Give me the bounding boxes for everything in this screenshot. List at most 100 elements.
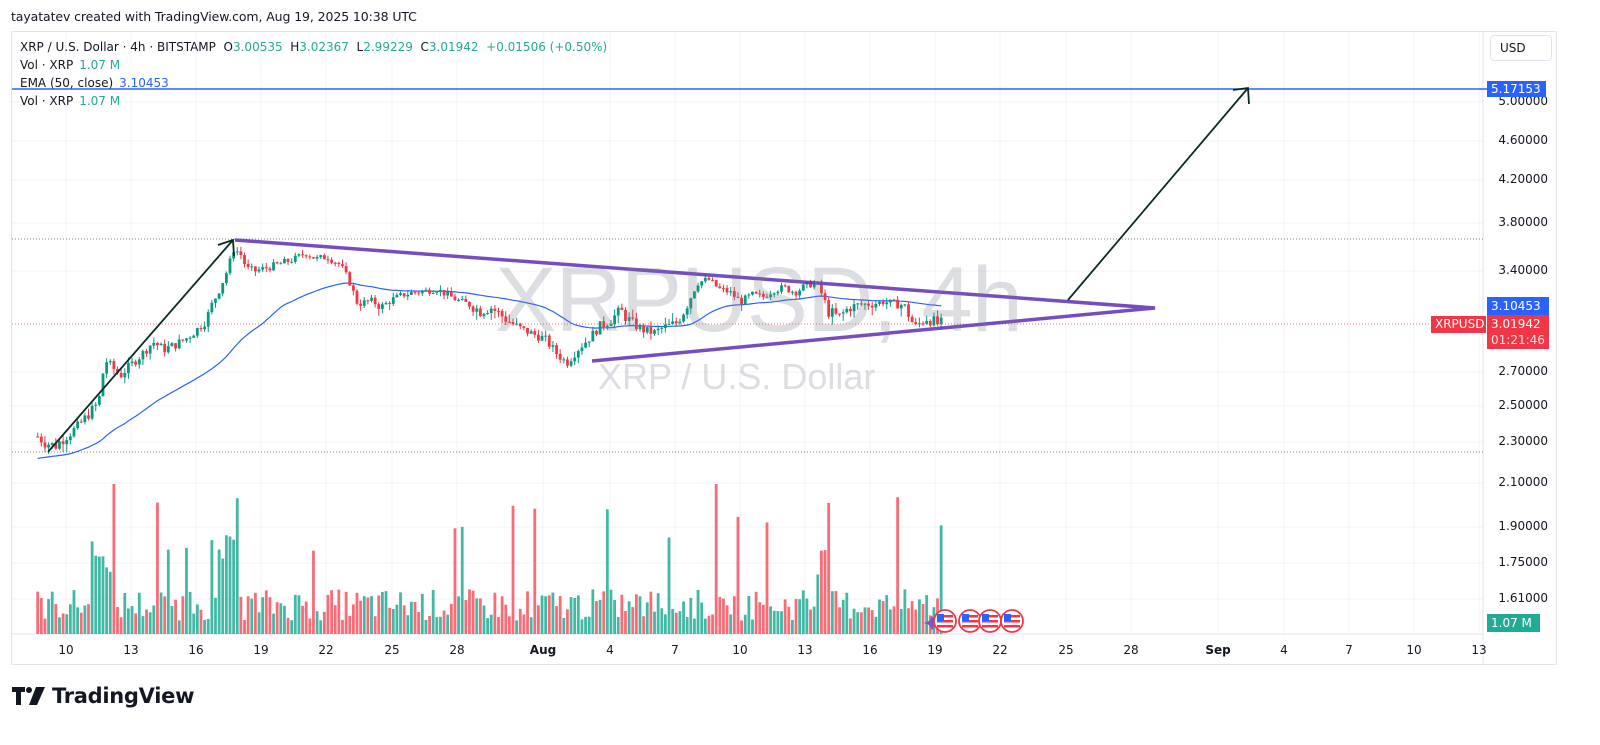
candle-body bbox=[373, 297, 377, 305]
volume-label-2: Vol · XRP bbox=[20, 94, 74, 108]
price-tick-label: 1.61000 bbox=[1498, 591, 1548, 605]
candle-body bbox=[137, 359, 141, 365]
time-tick-label: 10 bbox=[58, 643, 74, 657]
candle-body bbox=[235, 251, 239, 253]
volume-bar bbox=[660, 608, 664, 634]
time-tick-label: 10 bbox=[1406, 643, 1422, 657]
volume-bar bbox=[417, 611, 421, 634]
candle-body bbox=[627, 317, 631, 321]
volume-bar bbox=[264, 590, 268, 634]
flag-stripe bbox=[962, 625, 978, 628]
volume-bar bbox=[268, 597, 272, 634]
volume-bar bbox=[322, 611, 326, 634]
candle-body bbox=[540, 335, 544, 341]
volume-bar bbox=[460, 526, 464, 634]
candle-body bbox=[765, 296, 769, 298]
volume-bar bbox=[424, 619, 428, 634]
volume-bar bbox=[638, 596, 642, 634]
volume-bar bbox=[787, 606, 791, 634]
legend-volume-row[interactable]: Vol · XRP 1.07 M bbox=[20, 56, 607, 74]
candle-body bbox=[326, 259, 330, 261]
candle-body bbox=[732, 291, 736, 297]
volume-bar bbox=[939, 525, 943, 634]
volume-bar bbox=[780, 611, 783, 634]
volume-bar bbox=[348, 615, 352, 634]
volume-bar bbox=[388, 607, 392, 634]
candle-body bbox=[722, 288, 725, 290]
volume-bar bbox=[235, 498, 239, 634]
volume-bar bbox=[925, 595, 929, 634]
volume-bar bbox=[72, 590, 76, 634]
candle-body bbox=[127, 363, 130, 373]
legend-symbol-row[interactable]: XRP / U.S. Dollar · 4h · BITSTAMP O3.005… bbox=[20, 38, 607, 56]
candle-body bbox=[910, 316, 914, 323]
volume-bar bbox=[870, 610, 874, 634]
volume-bar bbox=[798, 599, 802, 634]
candle-body bbox=[693, 291, 696, 299]
volume-bar bbox=[152, 605, 156, 634]
candle-body bbox=[736, 296, 740, 298]
time-tick-label: 28 bbox=[1123, 643, 1139, 657]
candle-body bbox=[551, 345, 555, 347]
candle-body bbox=[591, 330, 595, 342]
legend-ema-row[interactable]: EMA (50, close) 3.10453 bbox=[20, 74, 607, 92]
candle-body bbox=[268, 268, 272, 271]
candle-body bbox=[780, 285, 783, 292]
candle-body bbox=[537, 334, 540, 341]
ohlc-open-label: O bbox=[223, 40, 233, 54]
symbol-title[interactable]: XRP / U.S. Dollar · 4h · BITSTAMP bbox=[20, 40, 216, 54]
candle-body bbox=[573, 357, 577, 362]
candle-body bbox=[790, 291, 794, 293]
volume-bar bbox=[301, 605, 304, 634]
volume-bar bbox=[250, 598, 254, 634]
volume-bar bbox=[457, 596, 460, 634]
candle-body bbox=[116, 369, 119, 373]
candle-body bbox=[664, 324, 667, 328]
candle-body bbox=[631, 317, 635, 319]
candle-body bbox=[907, 304, 910, 317]
volume-bar bbox=[587, 616, 591, 634]
price-tick-label: 1.90000 bbox=[1498, 519, 1548, 533]
candle-body bbox=[798, 290, 802, 296]
candle-body bbox=[47, 444, 50, 448]
candle-body bbox=[428, 289, 431, 294]
flag-stripe bbox=[1004, 615, 1020, 618]
legend-volume-row-2[interactable]: Vol · XRP 1.07 M bbox=[20, 92, 607, 110]
volume-bar bbox=[315, 611, 319, 634]
candle-body bbox=[384, 302, 388, 305]
candle-body bbox=[769, 294, 773, 298]
candle-body bbox=[246, 264, 250, 267]
candle-body bbox=[761, 293, 765, 297]
volume-bar bbox=[627, 601, 631, 634]
candle-body bbox=[261, 267, 265, 270]
volume-bar bbox=[823, 550, 827, 634]
candle-body bbox=[827, 300, 831, 317]
volume-bar bbox=[602, 591, 606, 634]
volume-bar bbox=[863, 607, 867, 634]
candle-body bbox=[264, 267, 268, 269]
candle-body bbox=[312, 257, 315, 259]
candle-body bbox=[39, 436, 43, 443]
tradingview-logo[interactable]: TradingView bbox=[12, 684, 194, 708]
candle-body bbox=[718, 286, 722, 289]
volume-bar bbox=[145, 609, 148, 634]
pole-arrow-head-icon bbox=[217, 238, 235, 257]
volume-bar bbox=[649, 591, 653, 634]
volume-bar bbox=[634, 594, 638, 634]
volume-bar bbox=[595, 601, 598, 634]
candle-body bbox=[504, 316, 508, 322]
currency-button[interactable]: USD bbox=[1490, 35, 1552, 61]
volume-bar bbox=[758, 602, 762, 634]
ohlc-low-label: L bbox=[356, 40, 364, 54]
volume-bar bbox=[210, 540, 214, 634]
volume-bar bbox=[761, 604, 765, 634]
volume-bar bbox=[141, 616, 145, 634]
candle-body bbox=[453, 296, 457, 301]
volume-bar bbox=[65, 614, 69, 634]
volume-bar bbox=[130, 606, 134, 634]
volume-bar bbox=[366, 597, 370, 634]
ema-value: 3.10453 bbox=[119, 76, 169, 90]
candle-body bbox=[319, 255, 323, 258]
price-tick-label: 2.10000 bbox=[1498, 475, 1548, 489]
